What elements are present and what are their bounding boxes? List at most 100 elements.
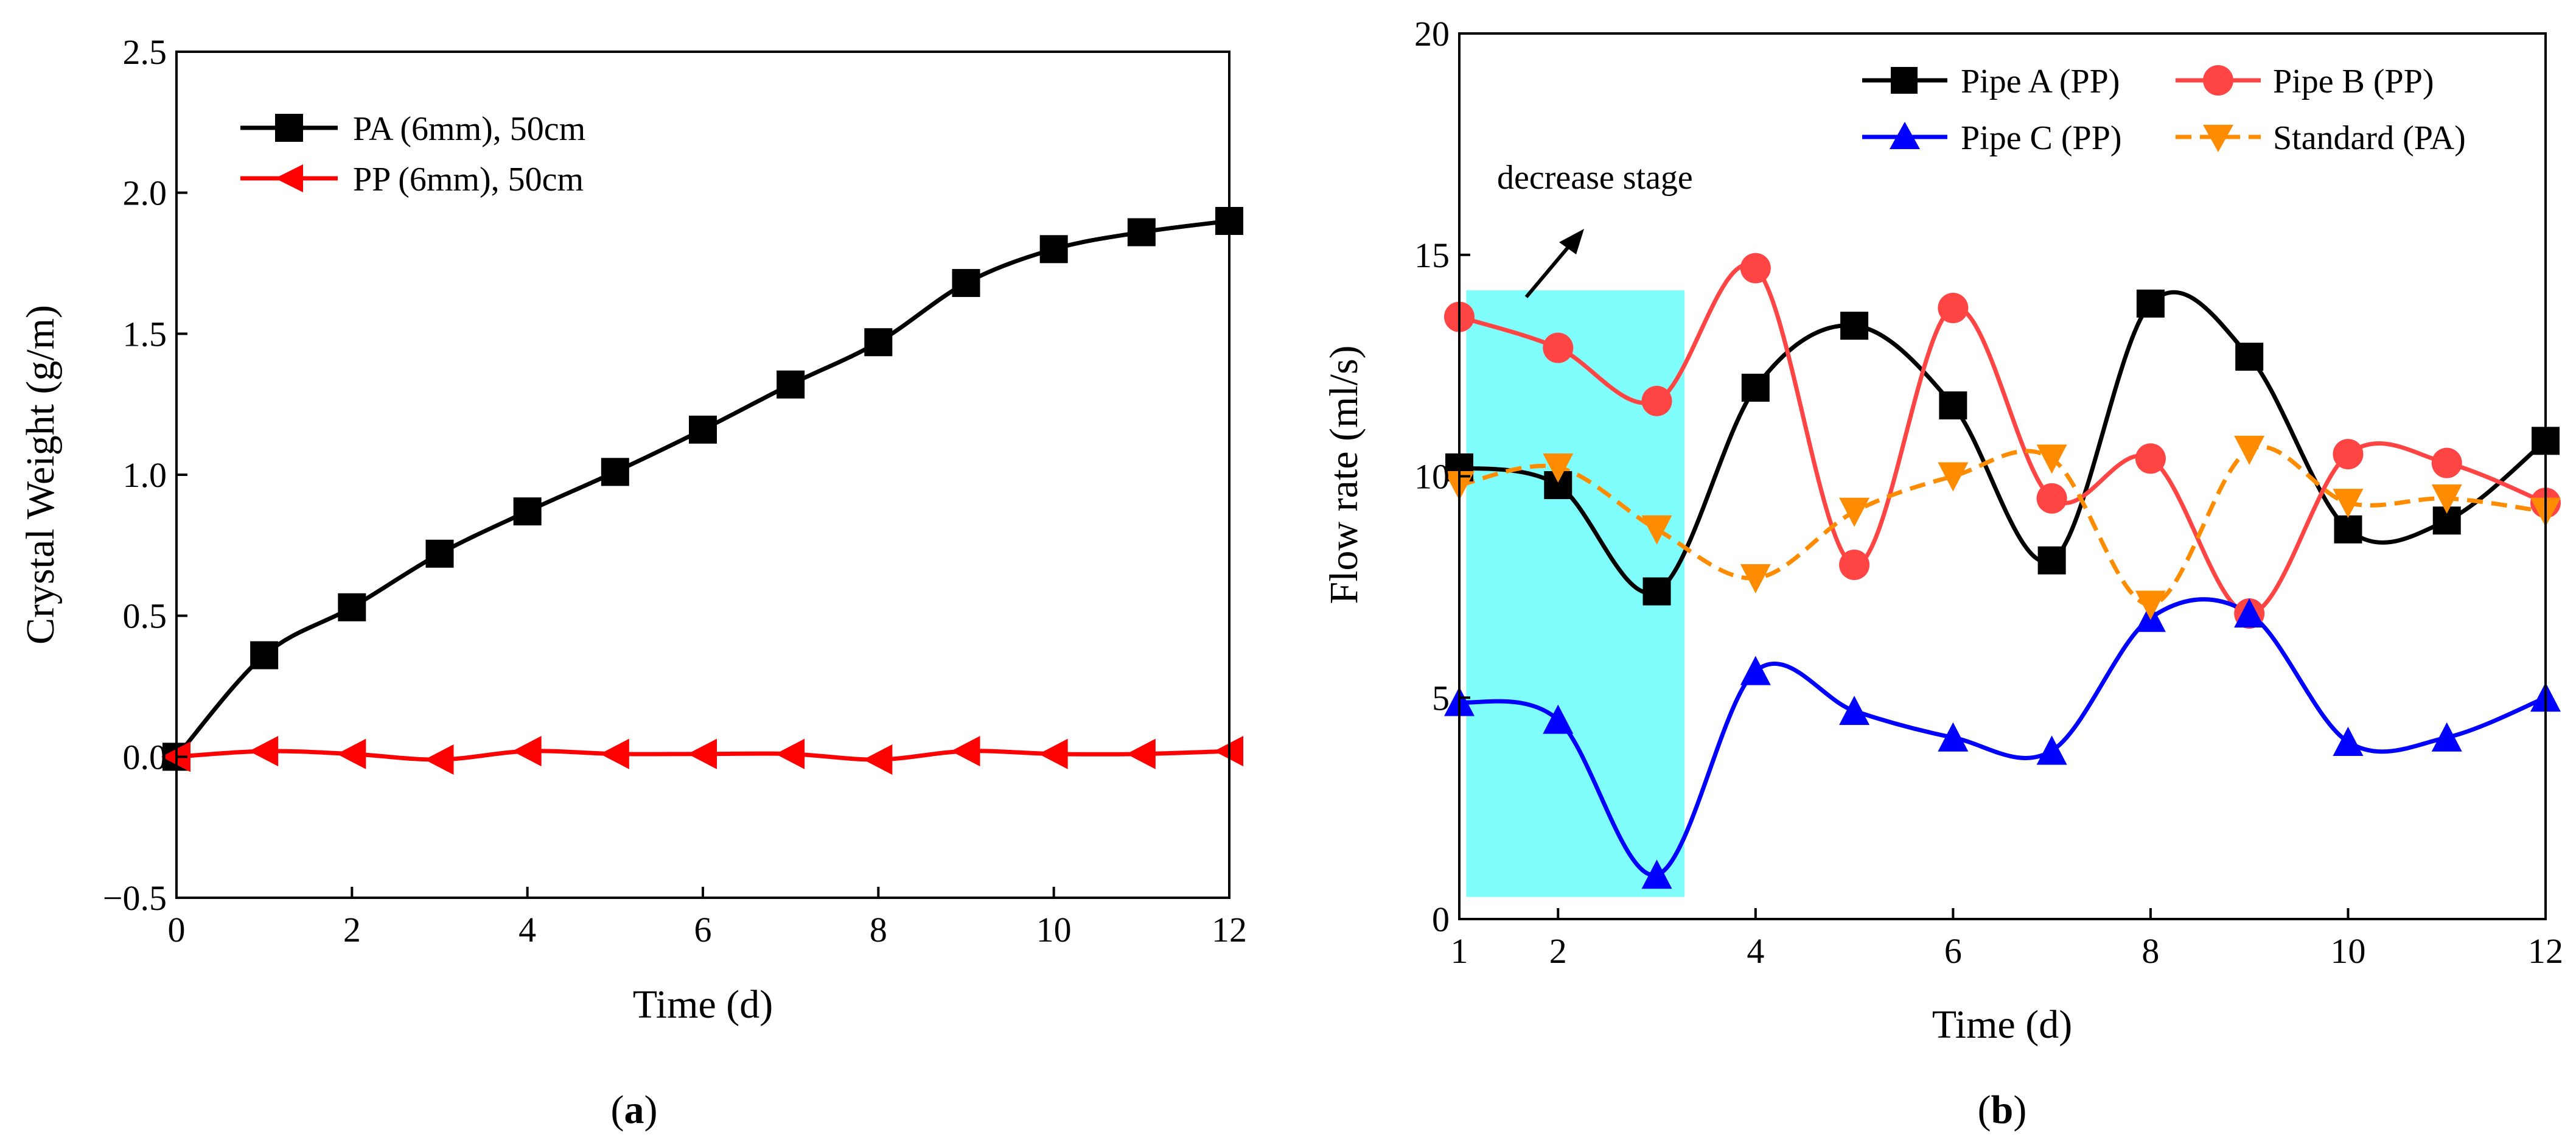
panel-b-series-2-point	[2431, 722, 2462, 752]
panel-b-series-3-point	[2333, 489, 2364, 519]
panel-a-y-tick-label: 1.0	[123, 455, 167, 495]
legend-marker-pipe-a	[1891, 67, 1918, 94]
legend-label-pp: PP (6mm), 50cm	[353, 161, 584, 198]
panel-a-series-1-point	[512, 736, 542, 767]
panel-b-series-1-point	[2135, 443, 2166, 474]
panel-b-series-2-point	[2234, 598, 2265, 628]
panel-a-y-tick-label: −0.5	[103, 878, 167, 918]
panel-a-y-axis-label: Crystal Weight (g/m)	[18, 305, 63, 645]
panel-a-x-tick-label: 2	[343, 910, 361, 949]
panel-a-x-tick-label: 12	[1212, 910, 1247, 949]
panel-b-y-tick-label: 5	[1432, 678, 1450, 718]
panel-b-x-tick-label: 12	[2528, 931, 2563, 971]
legend-marker-pipe-b	[2203, 65, 2233, 96]
panel-b-y-axis-label: Flow rate (ml/s)	[1322, 345, 1366, 604]
legend-marker-pipe-c	[1890, 122, 1920, 149]
panel-a-series-0-point	[601, 458, 629, 486]
panel-a-series-1-point	[337, 738, 366, 769]
panel-b-series-0-point	[1741, 374, 1770, 402]
panel-a-series-0-point	[1039, 235, 1068, 264]
panel-b-series-3-point	[1740, 564, 1771, 593]
annotation-arrow-head	[1559, 229, 1584, 254]
panel-b-series-2-point	[2333, 727, 2364, 756]
panel-b-series-1-point	[1543, 332, 1574, 363]
panel-a-series-1-point	[1126, 738, 1156, 769]
legend-label-standard: Standard (PA)	[2273, 119, 2466, 157]
panel-b-series-3-point	[2036, 444, 2067, 474]
panel-b-x-tick-label: 2	[1549, 931, 1567, 971]
panel-b-series-2-point	[1641, 859, 1672, 889]
panel-b-series-3-point	[2234, 435, 2265, 465]
panel-a-y-tick-label: 1.5	[123, 314, 167, 354]
panel-b-series-1-point	[2333, 439, 2364, 470]
panel-a-series-0-point	[513, 497, 542, 526]
panel-a-caption-close: )	[644, 1088, 658, 1132]
panel-b-series-2-point	[1740, 656, 1771, 685]
panel-b-legend: Pipe A (PP) Pipe B (PP) Pipe C (PP) Stan…	[1862, 63, 2466, 157]
panel-b-series-2-point	[2036, 735, 2067, 765]
panel-a-series-1-point	[1038, 738, 1068, 769]
panel-a-series-0-point	[338, 593, 366, 621]
panel-b-series-0-point	[2334, 515, 2362, 544]
legend-marker-pp	[275, 164, 303, 192]
panel-b-y-tick-label: 15	[1414, 236, 1450, 275]
panel-b-series-3-point	[1543, 453, 1574, 483]
legend-marker-standard	[2203, 125, 2233, 152]
panel-a-x-tick-label: 6	[694, 910, 712, 949]
panel-b-series-3-point	[1938, 462, 1969, 492]
panel-b-caption-close: )	[2013, 1088, 2026, 1132]
panel-b-series-3-point	[2431, 484, 2462, 514]
panel-a-series-0-point	[250, 641, 279, 670]
panel-a-x-tick-label: 10	[1036, 910, 1072, 949]
panel-a-series-line-0	[175, 219, 1230, 758]
legend-marker-pa	[275, 114, 303, 142]
panel-b-series-1-point	[1938, 293, 1969, 324]
panel-a-legend: PA (6mm), 50cm PP (6mm), 50cm	[240, 110, 585, 198]
panel-a-y-tick-label: 2.0	[123, 173, 167, 213]
panel-a-x-axis-label: Time (d)	[633, 982, 773, 1027]
panel-b-series-3-point	[1641, 515, 1672, 545]
panel-b-x-tick-label: 4	[1747, 931, 1764, 971]
panel-a-series-1-point	[249, 736, 279, 767]
panel-a-caption-letter: a	[624, 1088, 644, 1132]
panel-a-y-tick-label: 0.5	[123, 596, 167, 636]
annotation-decrease-stage: decrease stage	[1497, 159, 1693, 197]
panel-a-series-1-point	[863, 744, 893, 775]
panel-b-series-0-point	[2235, 343, 2264, 371]
panel-a-caption-open: (	[611, 1088, 624, 1132]
legend-label-pipe-c: Pipe C (PP)	[1961, 119, 2122, 157]
panel-b-series-group	[1444, 253, 2561, 889]
panel-a-series-1-point	[951, 736, 980, 767]
panel-b-series-1-point	[2036, 483, 2067, 514]
panel-b-series-0-point	[2136, 289, 2165, 318]
panel-b-series-3-point	[2135, 590, 2166, 620]
panel-b-series-2-point	[1543, 704, 1574, 734]
panel-b-series-0-point	[1642, 577, 1671, 606]
panel-b-y-tick-label: 10	[1414, 457, 1450, 497]
panel-b-series-0-point	[2037, 546, 2066, 575]
panel-b-x-axis-label: Time (d)	[1932, 1002, 2072, 1047]
panel-a-series-1-point	[599, 738, 629, 769]
legend-label-pipe-b: Pipe B (PP)	[2273, 63, 2434, 100]
panel-a-y-tick-label: 2.5	[123, 32, 167, 72]
panel-a-series-0-point	[689, 415, 717, 444]
panel-b-series-0-point	[1939, 391, 1967, 420]
panel-b-caption: (b)	[1978, 1088, 2027, 1132]
annotation-arrow-shaft	[1524, 242, 1573, 298]
panel-b-series-line-3	[1459, 444, 2546, 607]
panel-a-series-1-point	[424, 744, 454, 775]
panel-a-series-group	[161, 207, 1243, 775]
panel-a-series-0-point	[864, 328, 893, 357]
panel-b-series-0-point	[1840, 312, 1869, 340]
legend-label-pa: PA (6mm), 50cm	[353, 110, 585, 148]
panel-b-series-1-point	[2431, 447, 2462, 478]
panel-b-caption-open: (	[1978, 1088, 1991, 1132]
panel-b-series-1-point	[1740, 253, 1771, 284]
panel-b-series-2-point	[1938, 722, 1969, 752]
panel-a-caption: (a)	[611, 1088, 658, 1132]
chart-panel-a: 0 2 4 6 8 10 12 −0.5 0.0 0.5 1.0 1.5 2.0 2.5 Time (d)…	[18, 32, 1247, 1132]
panel-a-series-0-point	[1127, 218, 1156, 247]
panel-a-axes: 0 2 4 6 8 10 12 −0.5 0.0 0.5 1.0 1.5 2.0 2.5	[103, 32, 1247, 949]
